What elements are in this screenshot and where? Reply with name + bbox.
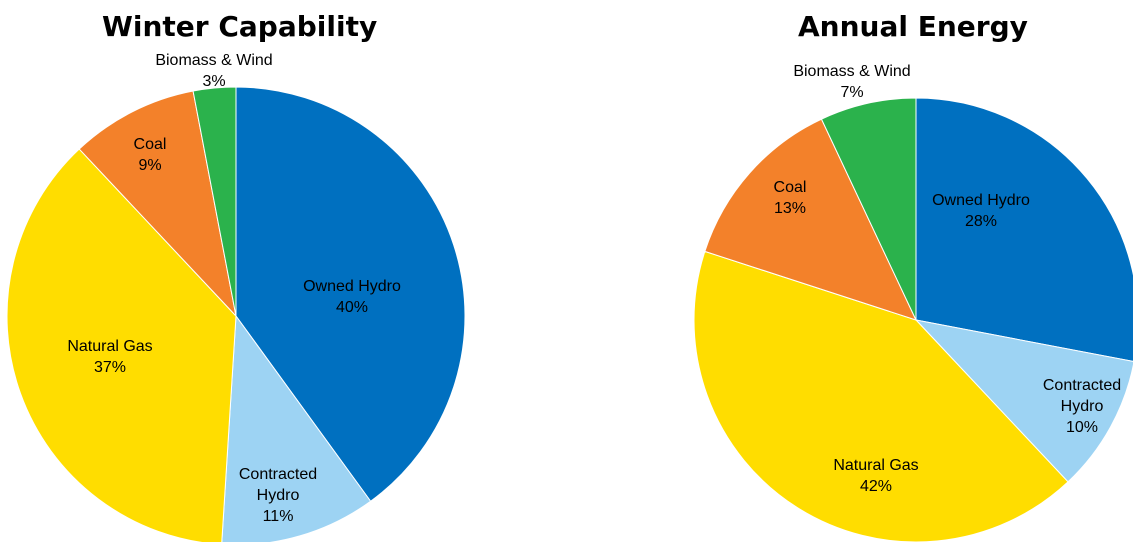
pie-slice-contracted-hydro: [221, 314, 372, 542]
chart-title-winter-capability: Winter Capability: [102, 10, 378, 43]
pie-slice-coal: [78, 90, 237, 318]
pie-slice-coal: [704, 118, 917, 321]
pie-slice-owned-hydro: [915, 97, 1133, 362]
chart-title-annual-energy: Annual Energy: [798, 10, 1028, 43]
data-label-owned-hydro: Owned Hydro 40%: [303, 278, 401, 316]
pie-winter-capability: Owned Hydro 40% Contracted Hydro 11% Natural …: [6, 52, 466, 542]
pie-slice-natural-gas: [693, 250, 1069, 542]
data-label-coal: Coal 9%: [134, 136, 167, 174]
data-label-biomass-wind: Biomass & Wind 7%: [793, 63, 910, 101]
pie-slice-natural-gas: [6, 148, 237, 542]
data-label-contracted-hydro: Contracted Hydro 10%: [1043, 377, 1121, 436]
data-label-natural-gas: Natural Gas 37%: [67, 338, 152, 376]
pie-slice-biomass-wind: [192, 86, 237, 317]
data-label-coal: Coal 13%: [774, 179, 807, 217]
data-label-owned-hydro: Owned Hydro 28%: [932, 192, 1030, 230]
data-label-biomass-wind: Biomass & Wind 3%: [155, 52, 272, 90]
pie-annual-energy: Owned Hydro 28% Contracted Hydro 10% Natural …: [693, 63, 1133, 542]
data-label-contracted-hydro: Contracted Hydro 11%: [239, 466, 317, 525]
pie-slice-contracted-hydro: [914, 319, 1133, 483]
pie-slice-biomass-wind: [820, 97, 917, 321]
pie-slice-owned-hydro: [235, 86, 466, 502]
data-label-natural-gas: Natural Gas 42%: [833, 457, 918, 495]
